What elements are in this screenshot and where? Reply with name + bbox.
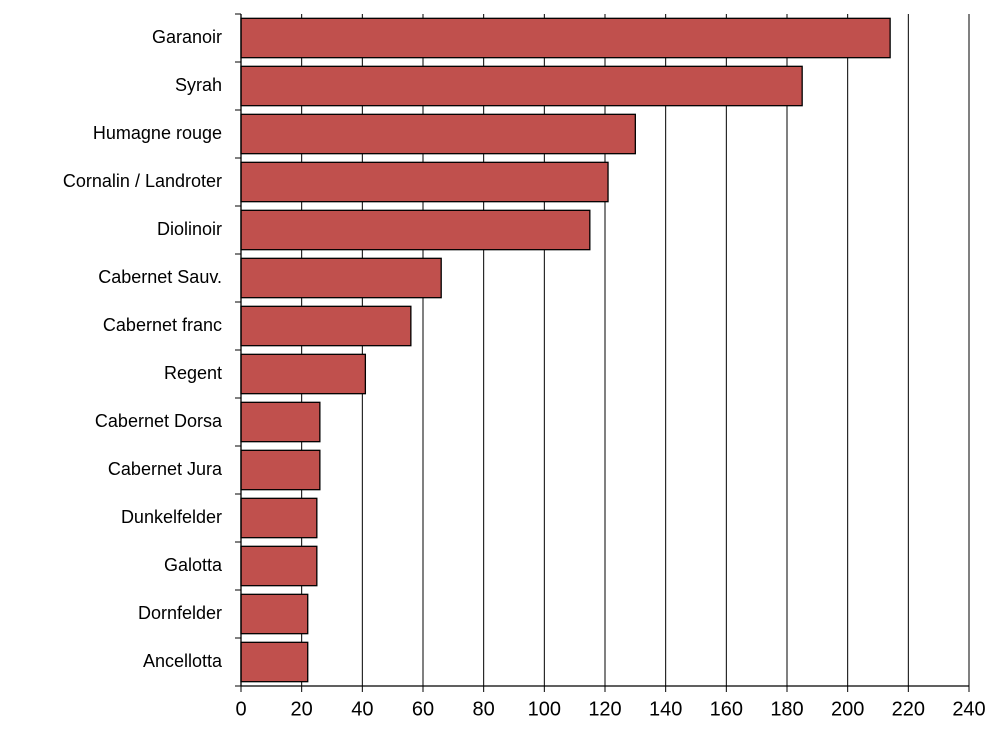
x-tick-label: 60 <box>412 698 434 720</box>
y-tick-label: Cabernet Sauv. <box>98 267 222 287</box>
x-tick-label: 180 <box>770 698 803 720</box>
bar <box>240 305 412 347</box>
bar <box>240 641 309 683</box>
x-tick-label: 80 <box>473 698 495 720</box>
bar <box>240 113 636 155</box>
bar <box>240 65 803 107</box>
x-tick-label: 220 <box>892 698 925 720</box>
x-tick-label: 40 <box>351 698 373 720</box>
x-tick-label: 140 <box>649 698 682 720</box>
y-tick-label: Dunkelfelder <box>121 507 222 527</box>
x-tick-label: 0 <box>235 698 246 720</box>
y-tick-label: Regent <box>164 363 222 383</box>
y-tick-label: Galotta <box>164 555 223 575</box>
bar <box>240 257 442 299</box>
bar <box>240 161 609 203</box>
y-tick-label: Garanoir <box>152 27 222 47</box>
bar <box>240 17 891 59</box>
bar <box>240 353 367 395</box>
y-tick-label: Humagne rouge <box>93 123 222 143</box>
x-tick-label: 200 <box>831 698 864 720</box>
x-tick-label: 160 <box>710 698 743 720</box>
y-tick-label: Ancellotta <box>143 651 223 671</box>
bar <box>240 497 318 539</box>
x-tick-label: 20 <box>291 698 313 720</box>
x-tick-label: 120 <box>588 698 621 720</box>
bar <box>240 209 591 251</box>
y-tick-label: Cabernet Jura <box>108 459 223 479</box>
x-tick-label: 240 <box>952 698 985 720</box>
y-tick-label: Syrah <box>175 75 222 95</box>
y-tick-label: Cabernet Dorsa <box>95 411 223 431</box>
bar <box>240 593 309 635</box>
y-tick-label: Cabernet franc <box>103 315 222 335</box>
bar <box>240 449 321 491</box>
bar <box>240 401 321 443</box>
y-tick-label: Diolinoir <box>157 219 222 239</box>
bar <box>240 545 318 587</box>
y-tick-label: Dornfelder <box>138 603 222 623</box>
x-tick-label: 100 <box>528 698 561 720</box>
y-tick-label: Cornalin / Landroter <box>63 171 222 191</box>
